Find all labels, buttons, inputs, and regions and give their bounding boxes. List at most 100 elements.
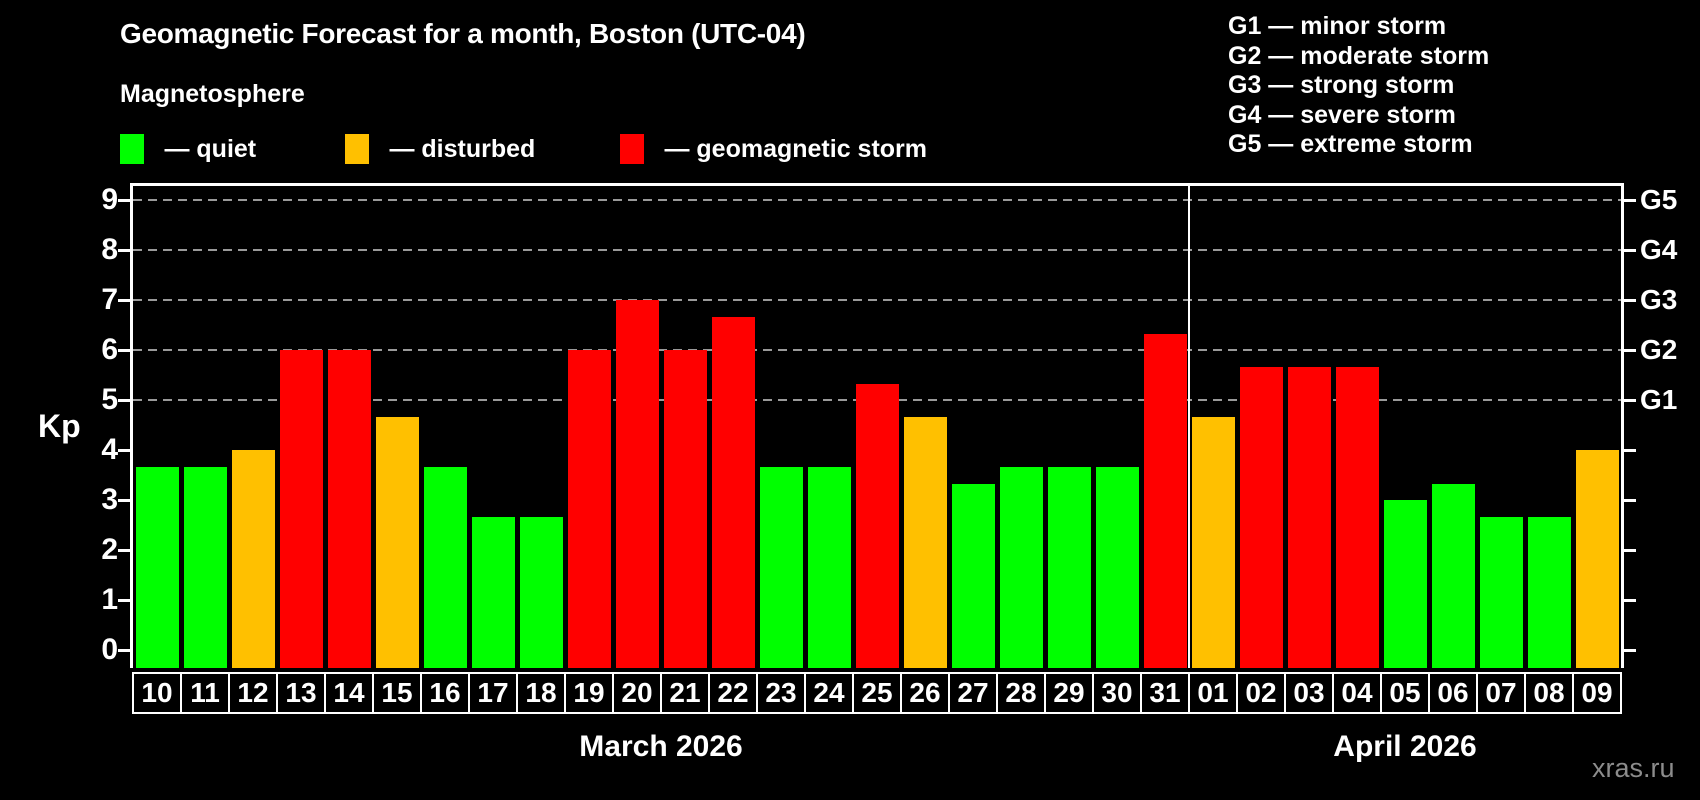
day-label-cell: 04 — [1332, 672, 1382, 714]
kp-bar — [951, 483, 995, 668]
right-axis-tick — [1624, 348, 1636, 352]
y-tick-label: 1 — [101, 583, 118, 616]
y-axis-tick — [118, 248, 130, 252]
y-axis-line — [130, 183, 133, 668]
kp-bar — [1383, 500, 1427, 668]
kp-bar — [1431, 483, 1475, 668]
kp-axis-title: Kp — [38, 408, 81, 444]
day-label-cell: 31 — [1140, 672, 1190, 714]
y-tick-label: 9 — [101, 183, 118, 216]
day-label-cell: 27 — [948, 672, 998, 714]
kp-bar — [1527, 516, 1571, 668]
day-label-cell: 13 — [276, 672, 326, 714]
y-tick-label: 2 — [101, 533, 118, 566]
day-label-cell: 02 — [1236, 672, 1286, 714]
g1-legend-line: G1 — minor storm — [1228, 12, 1447, 40]
disturbed-color-swatch — [345, 134, 369, 164]
kp-bar — [1143, 333, 1187, 668]
gridline — [133, 199, 1621, 201]
y-tick-label: 3 — [101, 483, 118, 516]
kp-bar — [135, 466, 179, 668]
kp-bar — [759, 466, 803, 668]
y-tick-label: 8 — [101, 233, 118, 266]
day-label-cell: 30 — [1092, 672, 1142, 714]
y-axis-tick — [118, 398, 130, 402]
day-label-cell: 08 — [1524, 672, 1574, 714]
y-axis-tick — [118, 198, 130, 202]
month-separator-line — [1188, 183, 1190, 668]
day-label-cell: 01 — [1188, 672, 1238, 714]
kp-bar — [903, 416, 947, 668]
kp-bar — [327, 350, 371, 668]
right-axis-tick — [1624, 398, 1636, 402]
legend-label-quiet: — quiet — [164, 135, 257, 163]
kp-bar — [1575, 450, 1619, 668]
day-label-cell: 11 — [180, 672, 230, 714]
y-axis-tick — [118, 648, 130, 652]
kp-bar — [375, 416, 419, 668]
right-axis-tick — [1624, 248, 1636, 252]
kp-bar — [1239, 366, 1283, 668]
kp-bar — [1191, 416, 1235, 668]
kp-bar — [279, 350, 323, 668]
gridline — [133, 349, 1621, 351]
kp-bar — [567, 350, 611, 668]
page-title: Geomagnetic Forecast for a month, Boston… — [120, 18, 806, 49]
legend-label-disturbed: — disturbed — [389, 135, 536, 163]
kp-bar — [1335, 366, 1379, 668]
day-label-cell: 12 — [228, 672, 278, 714]
day-label-cell: 09 — [1572, 672, 1622, 714]
day-label-cell: 21 — [660, 672, 710, 714]
day-label-cell: 16 — [420, 672, 470, 714]
legend-item-storm: — geomagnetic storm — [620, 134, 927, 164]
legend-item-disturbed: — disturbed — [345, 134, 535, 164]
y-axis-tick — [118, 448, 130, 452]
day-label-cell: 10 — [132, 672, 182, 714]
kp-bar — [1479, 516, 1523, 668]
y-axis-tick — [118, 498, 130, 502]
gridline — [133, 249, 1621, 251]
storm-color-swatch — [620, 134, 644, 164]
y-axis-tick — [118, 548, 130, 552]
kp-bar — [1095, 466, 1139, 668]
y-tick-label: 6 — [101, 333, 118, 366]
day-label-cell: 22 — [708, 672, 758, 714]
kp-bar — [519, 516, 563, 668]
g2-legend-line: G2 — moderate storm — [1228, 41, 1490, 70]
day-label-cell: 20 — [612, 672, 662, 714]
right-axis-tick — [1624, 198, 1636, 202]
day-label-cell: 19 — [564, 672, 614, 714]
y-tick-label: 7 — [101, 283, 118, 316]
g-axis-label: G1 — [1640, 384, 1678, 415]
legend-item-quiet: — quiet — [120, 134, 256, 164]
y-tick-label: 5 — [101, 383, 118, 416]
day-label-cell: 05 — [1380, 672, 1430, 714]
kp-bar — [183, 466, 227, 668]
kp-bar — [231, 450, 275, 668]
kp-bar — [615, 300, 659, 668]
kp-bar — [999, 466, 1043, 668]
day-label-cell: 07 — [1476, 672, 1526, 714]
kp-bar — [471, 516, 515, 668]
day-label-cell: 15 — [372, 672, 422, 714]
month-label-march: March 2026 — [579, 730, 743, 763]
magnetosphere-label: Magnetosphere — [120, 80, 305, 108]
day-label-cell: 23 — [756, 672, 806, 714]
kp-bar — [855, 383, 899, 668]
g-axis-label: G5 — [1640, 184, 1678, 215]
g5-legend-line: G5 — extreme storm — [1228, 130, 1473, 158]
day-label-cell: 18 — [516, 672, 566, 714]
day-label-cell: 29 — [1044, 672, 1094, 714]
quiet-color-swatch — [120, 134, 144, 164]
kp-bar — [1287, 366, 1331, 668]
day-label-cell: 28 — [996, 672, 1046, 714]
y-tick-label: 4 — [101, 433, 118, 466]
day-label-cell: 17 — [468, 672, 518, 714]
right-axis-tick — [1624, 598, 1636, 602]
gridline — [133, 299, 1621, 301]
right-axis-tick — [1624, 298, 1636, 302]
kp-bar — [711, 316, 755, 668]
g-axis-label: G2 — [1640, 334, 1678, 365]
y-tick-label: 0 — [101, 633, 118, 666]
